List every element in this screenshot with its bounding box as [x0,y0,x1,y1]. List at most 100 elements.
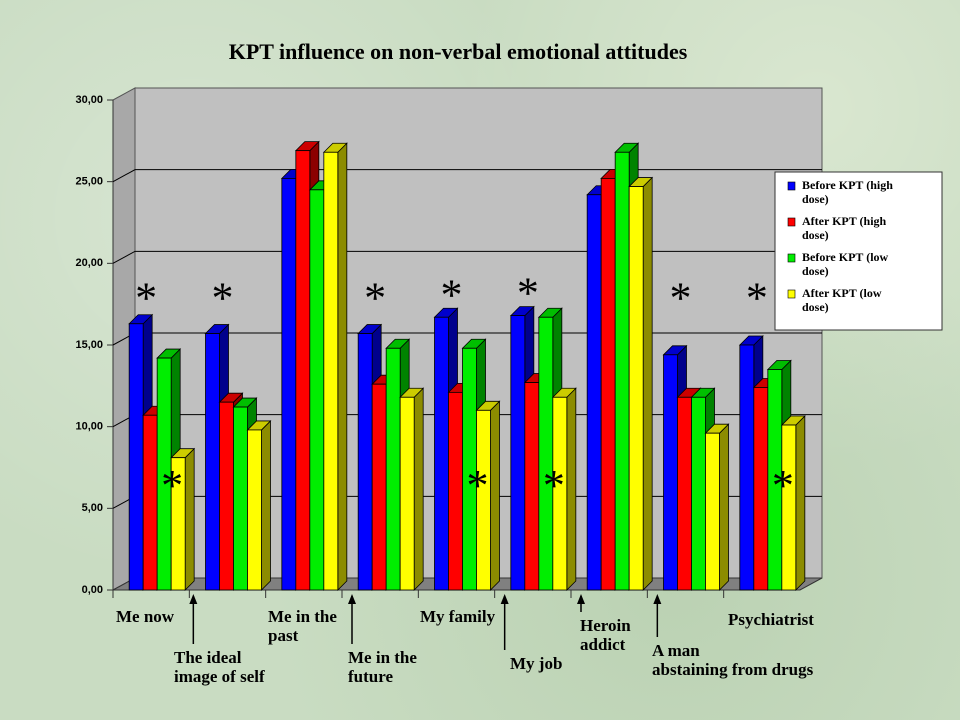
bar [170,447,196,591]
y-tick-label: 5,00 [82,502,103,514]
legend-label: Before KPT (low dose) [802,250,889,278]
legend-swatch [787,289,796,299]
bar-front [781,424,797,591]
bar-side [413,387,424,591]
x-tick-label: Heroin addict [580,616,631,654]
y-tick-label: 25,00 [75,176,103,188]
bar-front [600,177,616,591]
x-tick-label: My family [420,607,496,626]
bar [475,400,501,591]
annotation: * [161,461,183,510]
annotation: * [517,269,539,318]
bar-side [184,447,195,591]
bar [551,387,577,591]
chart-title: KPT influence on non-verbal emotional at… [229,39,688,64]
annotation: * [364,274,386,323]
bar-front [142,414,158,591]
bar-front [128,323,144,591]
bar-front [309,189,325,591]
bar-front [219,401,234,591]
bar-front [295,150,311,591]
bar-front [614,151,630,591]
bar-front [247,429,262,591]
bar-front [753,387,769,591]
x-tick-label: Me in the past [268,607,337,645]
legend-label: After KPT (low dose) [802,286,882,314]
legend-line: dose) [802,264,829,278]
bar-front [524,382,540,591]
annotation: * [441,270,463,319]
legend-label: After KPT (high dose) [802,214,887,242]
legend-line: dose) [802,228,829,242]
bar-front [586,194,602,591]
bar [704,423,730,591]
bar-front [357,333,373,591]
y-tick-label: 20,00 [75,257,103,269]
bar-front [538,316,554,591]
grid-line [112,169,822,183]
bar-front [476,409,491,591]
legend-swatch [787,253,796,263]
bar-side [490,400,500,591]
bar-front [691,396,706,591]
arrow-head [653,594,662,604]
x-tick-label: Me now [116,607,175,626]
bar-front [705,432,720,591]
x-tick-label: Psychiatrist [728,610,814,629]
bar [246,419,272,591]
bar-front [281,177,297,591]
bar-front [628,186,644,591]
bar-front [233,406,248,591]
annotation: * [746,274,768,323]
legend-box [774,171,943,331]
annotation: * [543,461,565,510]
y-tick-label: 30,00 [75,94,103,106]
annotation: * [135,274,157,323]
bar-front [448,391,463,591]
legend-swatch [787,181,796,191]
annotation: * [212,274,234,323]
bar [399,387,425,591]
legend-swatch [787,217,796,227]
bar-side [566,387,577,591]
legend-line: dose) [802,300,829,314]
bar-side [337,142,348,591]
bar-side [642,176,653,591]
bar-side [719,423,729,591]
arrow-head [189,594,198,604]
bar-front [371,383,387,591]
arrow-head [577,594,585,604]
x-tick-label: Me in the future [348,648,417,686]
legend-line: dose) [802,192,829,206]
bar-front [739,344,755,591]
bar-front [677,396,692,591]
bar-side [261,419,271,591]
bar [322,142,348,591]
y-tick-label: 0,00 [82,584,103,596]
x-tick-label: The ideal image of self [174,648,265,686]
legend-line: Before KPT (high [802,178,893,192]
bar [780,415,806,591]
legend-line: Before KPT (low [802,250,889,264]
bar-front [663,354,678,591]
arrow-head [500,594,509,604]
annotation: * [772,461,794,510]
annotation: * [467,461,489,510]
bar [628,176,654,591]
y-tick-label: 15,00 [75,339,103,351]
bar-front [399,396,415,591]
x-tick-label: A man abstaining from drugs [652,641,814,679]
bar-front [170,457,186,591]
bar-front [323,151,339,591]
legend: Before KPT (high dose)After KPT (high dose… [774,171,943,331]
bar-front [552,396,568,591]
bar-front [385,347,401,591]
bar-front [510,315,526,591]
annotation: * [670,274,692,323]
bar-front [205,333,220,591]
arrow-head [348,594,356,604]
bar-front [434,316,449,591]
legend-label: Before KPT (high dose) [802,178,893,206]
